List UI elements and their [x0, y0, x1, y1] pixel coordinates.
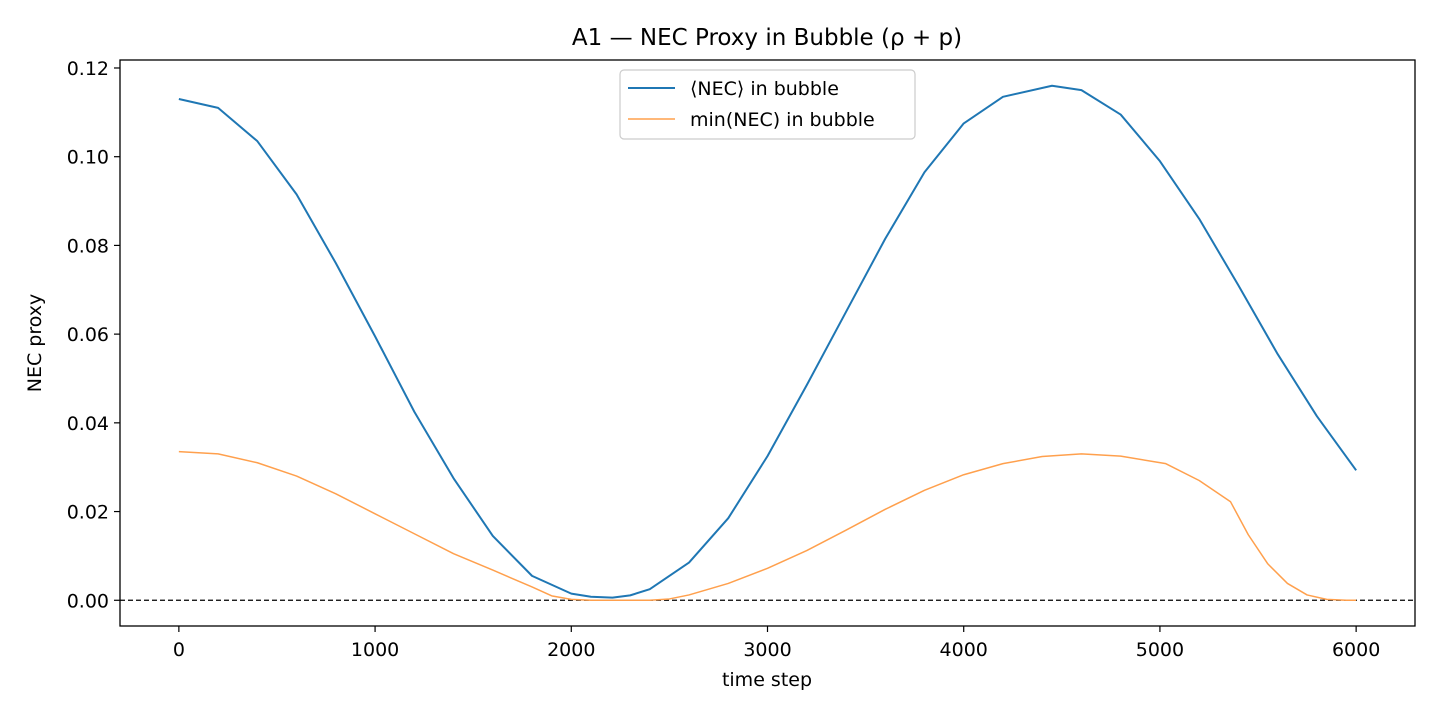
- x-tick-label: 1000: [351, 639, 399, 661]
- legend: ⟨NEC⟩ in bubble min(NEC) in bubble: [619, 69, 916, 140]
- legend-label-min-nec: min(NEC) in bubble: [690, 109, 875, 131]
- x-axis: 0 1000 2000 3000 4000 5000 6000: [173, 626, 1380, 661]
- y-tick-label: 0.02: [67, 502, 109, 524]
- plot-area: [120, 84, 1415, 602]
- series-line-mean-nec: [178, 84, 1357, 599]
- x-tick-label: 3000: [743, 639, 791, 661]
- legend-box: [619, 69, 916, 140]
- series-line-min-nec: [178, 450, 1357, 602]
- y-tick-label: 0.04: [67, 413, 109, 435]
- y-tick-label: 0.12: [67, 58, 109, 80]
- chart-title: A1 — NEC Proxy in Bubble (ρ + p): [572, 25, 962, 51]
- y-tick-label: 0.08: [67, 235, 109, 257]
- x-tick-label: 4000: [940, 639, 988, 661]
- legend-label-mean-nec: ⟨NEC⟩ in bubble: [690, 78, 839, 100]
- y-tick-label: 0.06: [67, 324, 109, 346]
- y-tick-label: 0.10: [67, 147, 109, 169]
- y-axis: 0.00 0.02 0.04 0.06 0.08 0.10 0.12: [67, 58, 120, 612]
- x-axis-label: time step: [722, 669, 812, 691]
- x-tick-label: 5000: [1136, 639, 1184, 661]
- x-tick-label: 0: [173, 639, 185, 661]
- x-tick-label: 2000: [547, 639, 595, 661]
- y-tick-label: 0.00: [67, 590, 109, 612]
- x-tick-label: 6000: [1332, 639, 1380, 661]
- axes-frame: [119, 59, 1416, 627]
- y-axis-label: NEC proxy: [24, 294, 46, 393]
